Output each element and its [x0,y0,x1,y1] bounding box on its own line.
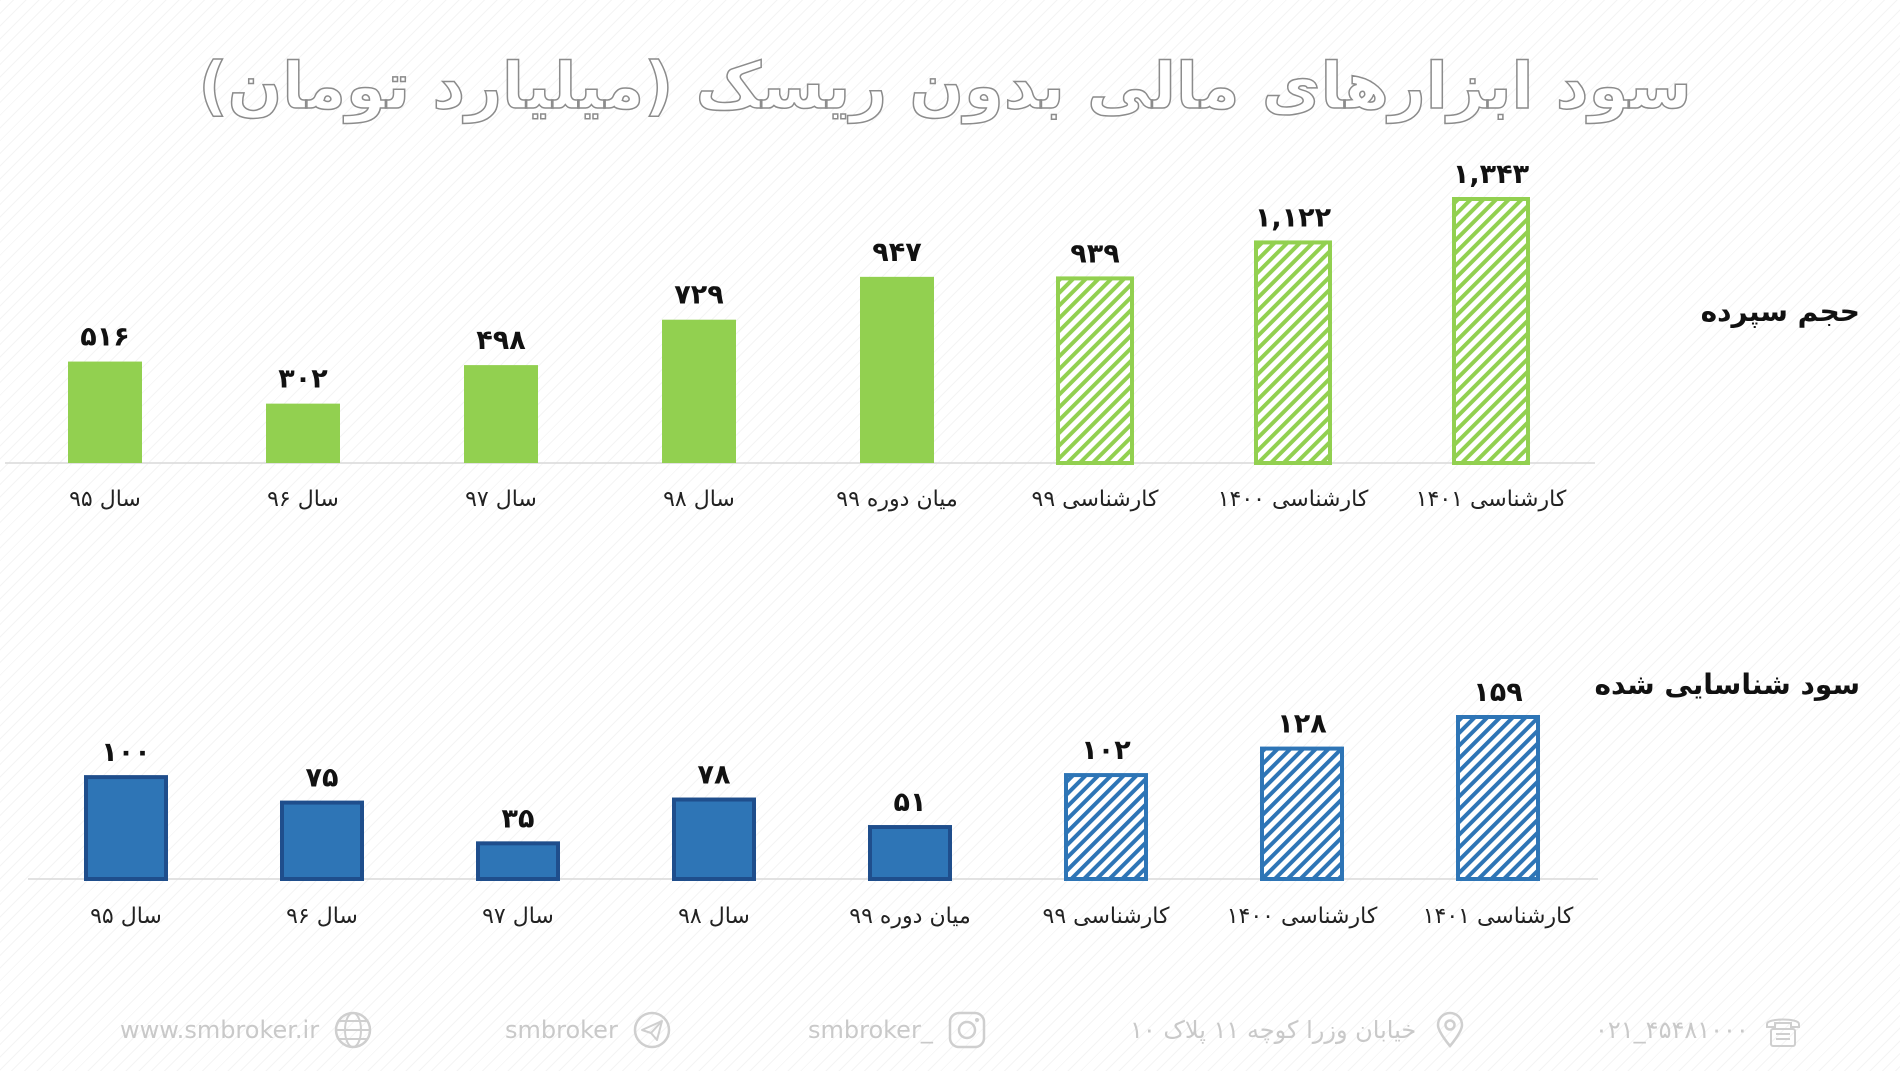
category-label: سال ۹۷ [482,904,554,929]
bar [1456,715,1540,881]
bar [1254,240,1332,465]
category-label: کارشناسی ۹۹ [1043,904,1171,929]
category-label: کارشناسی ۱۴۰۱ [1423,904,1574,929]
value-label: ۱۰۰ [101,737,150,768]
footer-phone[interactable]: ۰۲۱_۴۵۴۸۱۰۰۰ [1595,1005,1803,1055]
value-label: ۱,۱۲۲ [1255,202,1332,233]
value-label: ۱۲۸ [1277,709,1327,740]
bar [1452,197,1530,465]
category-label: سال ۹۷ [465,487,537,512]
value-label: ۷۲۹ [674,280,723,311]
value-label: ۳۰۲ [278,364,328,395]
footer-instagram[interactable]: smbroker_ [808,1005,987,1055]
value-label: ۱۰۲ [1081,735,1131,766]
category-label: کارشناسی ۱۴۰۰ [1218,487,1369,512]
category-label: کارشناسی ۱۴۰۰ [1227,904,1378,929]
deposit-volume-chart: ۵۱۶ سال ۹۵ ۳۰۲ سال ۹۶ ۴۹۸ سال ۹۷ ۷۲۹ سال ۹۸ ۹۴۷ م… [5,159,1595,512]
value-label: ۴۹۸ [476,325,526,356]
category-label: سال ۹۶ [267,487,339,512]
value-label: ۷۵ [306,763,339,794]
telegram-text: smbroker [505,1016,618,1044]
bar [1260,746,1344,881]
bar [1064,773,1148,882]
value-label: ۵۱ [894,787,927,818]
value-label: ۷۸ [698,760,731,791]
telegram-icon [633,1011,671,1049]
globe-icon [334,1011,372,1049]
footer-address: خیابان وزرا کوچه ۱۱ پلاک ۱۰ [1130,1005,1470,1055]
bar [476,841,560,881]
location-pin-icon [1436,1011,1464,1048]
bar [868,825,952,881]
telephone-icon [1765,1018,1800,1047]
recognized-profit-chart: ۱۰۰ سال ۹۵ ۷۵ سال ۹۶ ۳۵ سال ۹۷ ۷۸ سال ۹۸ ۵۱ میان … [28,677,1598,929]
value-label: ۹۳۹ [1070,238,1119,269]
bar [266,403,340,463]
instagram-icon [948,1011,986,1049]
row-label-recognized-profit: سود شناسایی شده [1594,668,1860,701]
category-label: سال ۹۸ [663,487,735,512]
bar [84,775,168,882]
footer-website[interactable]: www.smbroker.ir [120,1005,373,1055]
category-label: میان دوره ۹۹ [836,487,957,512]
instagram-text: smbroker_ [808,1016,933,1044]
website-text: www.smbroker.ir [120,1016,320,1044]
category-label: سال ۹۵ [90,904,162,929]
bar [464,365,538,463]
category-label: سال ۹۵ [69,487,141,512]
category-label: میان دوره ۹۹ [849,904,970,929]
chart-title: سود ابزارهای مالی بدون ریسک (میلیارد توم… [198,49,1692,125]
phone-text: ۰۲۱_۴۵۴۸۱۰۰۰ [1595,1016,1749,1044]
category-label: سال ۹۶ [286,904,358,929]
address-text: خیابان وزرا کوچه ۱۱ پلاک ۱۰ [1130,1016,1417,1044]
category-label: کارشناسی ۹۹ [1032,487,1160,512]
category-label: سال ۹۸ [678,904,750,929]
value-label: ۹۴۷ [872,237,922,268]
bar [1056,276,1134,465]
category-label: کارشناسی ۱۴۰۱ [1416,487,1567,512]
bar [68,361,142,463]
row-label-deposit-volume: حجم سپرده [1700,295,1860,328]
charts-canvas: ۵۱۶ سال ۹۵ ۳۰۲ سال ۹۶ ۴۹۸ سال ۹۷ ۷۲۹ سال ۹۸ ۹۴۷ م… [5,159,1598,929]
bar [672,797,756,882]
value-label: ۳۵ [502,803,535,834]
value-label: ۱,۳۴۳ [1453,159,1530,190]
value-label: ۱۵۹ [1473,677,1522,708]
bar [280,800,364,881]
value-label: ۵۱۶ [80,322,129,353]
bar [860,276,934,463]
footer-telegram[interactable]: smbroker [505,1005,672,1055]
bar [662,319,736,463]
footer: www.smbroker.ir smbroker smbroker_ خیابا… [100,1005,1820,1055]
